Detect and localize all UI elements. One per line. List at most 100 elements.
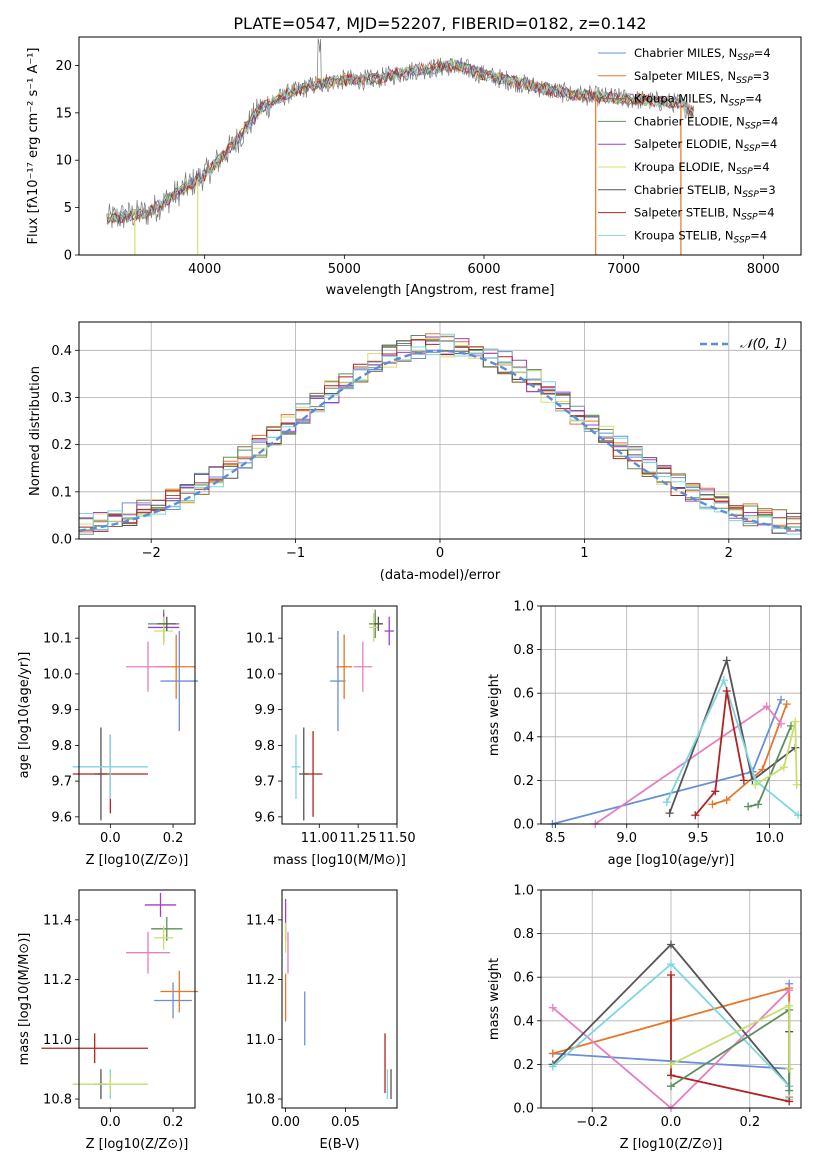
mass_vs_Z-ytick-label: 10.8	[43, 1093, 72, 1108]
spectrum-legend-label: Salpeter MILES, NSSP=3	[634, 69, 770, 86]
age_vs_Z-xtick-label: 0.0	[100, 831, 121, 846]
massweight_vs_Z-ytick-label: 0.4	[513, 1014, 534, 1029]
massweight_vs_age-ytick-label: 0.2	[513, 774, 534, 789]
massweight_vs_age-point-marker	[711, 787, 720, 796]
residuals-ytick-label: 0.3	[51, 391, 72, 406]
age_vs_Z-ytick-label: 9.7	[51, 775, 72, 790]
massweight_vs_Z-xtick-label: −0.2	[576, 1115, 608, 1130]
residual-histograms	[79, 333, 801, 535]
massweight_vs_Z-point-marker	[785, 986, 794, 995]
residuals-ytick-label: 0.2	[51, 438, 72, 453]
massweight_vs_Z-point-marker	[667, 971, 675, 980]
mass_vs_Z-ylabel: mass [log10(M/M⊙)]	[17, 933, 32, 1066]
spectrum-ytick-label: 10	[55, 154, 72, 169]
massweight_vs_Z-ytick-label: 1.0	[513, 884, 534, 899]
massweight_vs_age-ylabel: mass weight	[487, 674, 502, 756]
spectrum-ytick-label: 5	[64, 201, 72, 216]
massweight_vs_Z-ylabel: mass weight	[487, 958, 502, 1040]
massweight_vs_age-point-marker	[744, 802, 753, 811]
massweight_vs_age-point-marker	[777, 719, 785, 728]
massweight_vs_age-point-marker	[722, 687, 731, 696]
spectrum-legend-label: Chabrier STELIB, NSSP=3	[634, 183, 776, 200]
massweight_vs_Z-ytick-label: 0.0	[513, 1102, 534, 1117]
mass_vs_Z-frame	[78, 889, 196, 1109]
spectrum-ytick-label: 15	[55, 106, 72, 121]
massweight_vs_Z-point-marker	[785, 1064, 794, 1073]
massweight_vs_age-xtick-label: 9.5	[688, 831, 709, 846]
mass_vs_ebv-ytick-label: 11.4	[246, 913, 275, 928]
massweight_vs_Z-point-marker	[785, 1097, 794, 1106]
mass_vs_ebv-frame	[281, 889, 398, 1109]
age_vs_Z-ytick-label: 10.1	[43, 632, 72, 647]
residuals-ytick-label: 0.4	[51, 344, 72, 359]
residuals-xtick-label: 2	[725, 546, 733, 561]
mass_vs_Z-ytick-label: 11.2	[43, 973, 72, 988]
residuals-frame	[78, 321, 802, 540]
age_vs_Z-ytick-label: 9.8	[51, 739, 72, 754]
massweight_vs_age-point-marker	[779, 763, 788, 772]
massweight_vs_age-series-line	[712, 703, 788, 806]
age_vs_mass-ytick-label: 9.7	[254, 775, 275, 790]
residuals-ytick-label: 0.1	[51, 485, 72, 500]
mass_vs_Z-xtick-label: 0.0	[100, 1115, 121, 1130]
residual-gaussian-line	[78, 349, 802, 532]
spectrum-xtick-label: 5000	[328, 262, 361, 277]
massweight_vs_Z-ytick-label: 0.6	[513, 971, 534, 986]
spectrum-frame	[78, 36, 802, 256]
massweight_vs_age-point-marker	[708, 800, 717, 809]
spectrum-legend-label: Kroupa MILES, NSSP=4	[634, 92, 762, 109]
spectrum-legend-label: Salpeter STELIB, NSSP=4	[634, 206, 775, 223]
age_vs_mass-ytick-label: 9.9	[254, 703, 275, 718]
mass_vs_Z-ytick-label: 11.4	[43, 913, 72, 928]
massweight_vs_age-point-marker	[665, 809, 674, 818]
residuals-xtick-label: 0	[436, 546, 444, 561]
spectrum-ytick-label: 0	[64, 249, 72, 264]
massweight_vs_age-point-marker	[719, 676, 728, 685]
massweight_vs_age-point-marker	[739, 776, 748, 785]
massweight_vs_Z-xtick-label: 0.0	[661, 1115, 682, 1130]
spectrum-xtick-label: 8000	[747, 262, 780, 277]
massweight_vs_age-ytick-label: 0.4	[513, 730, 534, 745]
massweight_vs_age-ytick-label: 0.8	[513, 643, 534, 658]
residuals-xlabel: (data-model)/error	[380, 568, 501, 583]
massweight_vs_age-point-marker	[777, 695, 785, 704]
age_vs_mass-xtick-label: 11.50	[378, 831, 415, 846]
residuals-xtick-label: −2	[142, 546, 161, 561]
mass_vs_Z-xtick-label: 0.2	[163, 1115, 184, 1130]
spectrum-xtick-label: 6000	[467, 262, 500, 277]
figure-title: PLATE=0547, MJD=52207, FIBERID=0182, z=0…	[233, 14, 646, 33]
massweight_vs_age-ytick-label: 1.0	[513, 600, 534, 615]
massweight_vs_Z-point-marker	[667, 1060, 675, 1069]
residuals-ylabel: Normed distribution	[28, 366, 43, 496]
age_vs_Z-xtick-label: 0.2	[163, 831, 184, 846]
spectrum-ylabel: Flux [fλ10⁻¹⁷ erg cm⁻² s⁻¹ A⁻¹]	[26, 48, 41, 245]
mass_vs_ebv-ytick-label: 11.2	[246, 973, 275, 988]
massweight_vs_age-point-marker	[792, 780, 801, 789]
age_vs_Z-ytick-label: 9.6	[51, 810, 72, 825]
massweight_vs_Z-ytick-label: 0.8	[513, 927, 534, 942]
massweight_vs_Z-point-marker	[667, 960, 675, 969]
massweight_vs_Z-point-marker	[667, 1082, 675, 1091]
massweight_vs_age-point-marker	[751, 780, 760, 789]
spectrum-legend-label: Kroupa ELODIE, NSSP=4	[634, 160, 770, 177]
spectrum-model-line	[106, 59, 694, 223]
age_vs_mass-xtick-label: 11.25	[340, 831, 377, 846]
mass_vs_Z-xlabel: Z [log10(Z/Z⊙)]	[86, 1137, 189, 1152]
residuals-xtick-label: 1	[580, 546, 588, 561]
spectrum-legend-label: Chabrier ELODIE, NSSP=4	[634, 114, 778, 131]
mass_vs_ebv-xtick-label: 0.00	[271, 1115, 300, 1130]
age_vs_mass-ytick-label: 9.8	[254, 739, 275, 754]
age_vs_Z-xlabel: Z [log10(Z/Z⊙)]	[86, 853, 189, 868]
age_vs_mass-frame	[281, 605, 398, 825]
spectrum-xtick-label: 7000	[607, 262, 640, 277]
massweight_vs_Z-point-marker	[548, 1003, 557, 1012]
massweight_vs_age-frame	[540, 605, 802, 825]
spectrum-legend-label: Chabrier MILES, NSSP=4	[634, 46, 771, 63]
residuals-ytick-label: 0.0	[51, 533, 72, 548]
massweight_vs_age-point-marker	[754, 800, 763, 809]
mass_vs_Z-ytick-label: 11.0	[43, 1033, 72, 1048]
age_vs_mass-ytick-label: 9.6	[254, 810, 275, 825]
massweight_vs_Z-frame	[540, 889, 802, 1109]
